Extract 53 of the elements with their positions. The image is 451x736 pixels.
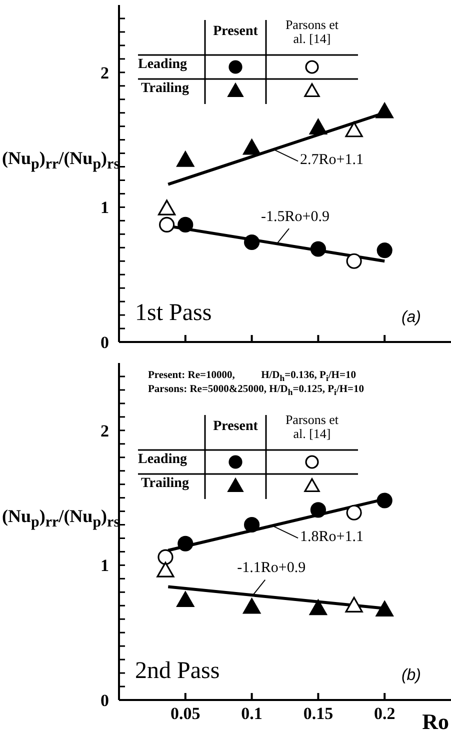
x-axis-title: Ro — [422, 709, 449, 734]
point — [176, 591, 194, 608]
point — [310, 502, 326, 518]
point — [346, 504, 362, 520]
point — [244, 516, 260, 533]
y-tick-label: 1 — [100, 556, 109, 576]
annotation: Trailing — [141, 476, 189, 491]
y-tick-label: 0 — [100, 691, 109, 710]
point — [176, 151, 194, 167]
annotation: 1.8Ro+1.1 — [300, 529, 364, 546]
y-tick-label: 0 — [100, 333, 109, 352]
annotation: Parsons: Re=5000&25000, H/D$_{h}$=0.125, P$_{i}$/H=10 — [148, 384, 364, 398]
point — [346, 253, 362, 269]
annotation: Parsons et al. [14] — [285, 17, 339, 46]
y-tick-label: 2 — [100, 421, 109, 440]
annotation: Parsons et al. [14] — [285, 412, 339, 441]
annotation: -1.1Ro+0.9 — [237, 560, 306, 576]
point — [244, 234, 260, 250]
point — [345, 122, 363, 138]
annotation: 2nd Pass — [135, 658, 220, 684]
x-tick-label: 0.05 — [170, 704, 200, 723]
point — [156, 562, 174, 578]
annotation: (a) — [401, 309, 421, 326]
point — [243, 598, 261, 614]
point — [345, 596, 363, 612]
x-tick-label: 0.1 — [241, 704, 262, 723]
x-tick-label: 0.2 — [374, 704, 396, 723]
annotation: Leading — [138, 452, 188, 467]
annotation: -1.5Ro+0.9 — [261, 208, 330, 225]
point — [159, 216, 175, 233]
point — [158, 549, 174, 565]
annotation: Present: Re=10000, H/D$_{h}$=0.136, P$_{i}$/H=10 — [148, 370, 356, 384]
point — [158, 200, 176, 216]
point — [376, 492, 392, 508]
annotation: (b) — [401, 667, 421, 684]
annotation: 2.7Ro+1.1 — [300, 152, 364, 168]
point — [376, 102, 394, 118]
point — [178, 536, 194, 552]
point — [376, 600, 394, 616]
annotation: Present — [213, 419, 258, 434]
y-tick-label: 1 — [100, 198, 109, 218]
x-tick-label: 0.15 — [303, 704, 334, 723]
point — [243, 139, 261, 155]
point — [376, 242, 392, 258]
point — [178, 216, 194, 233]
annotation: Leading — [138, 57, 188, 72]
y-tick-label: 2 — [100, 63, 109, 82]
point — [310, 241, 326, 257]
annotation: Trailing — [141, 81, 189, 96]
point — [309, 600, 327, 616]
annotation: Present — [213, 24, 258, 39]
point — [309, 118, 327, 134]
annotation: 1st Pass — [135, 300, 212, 326]
